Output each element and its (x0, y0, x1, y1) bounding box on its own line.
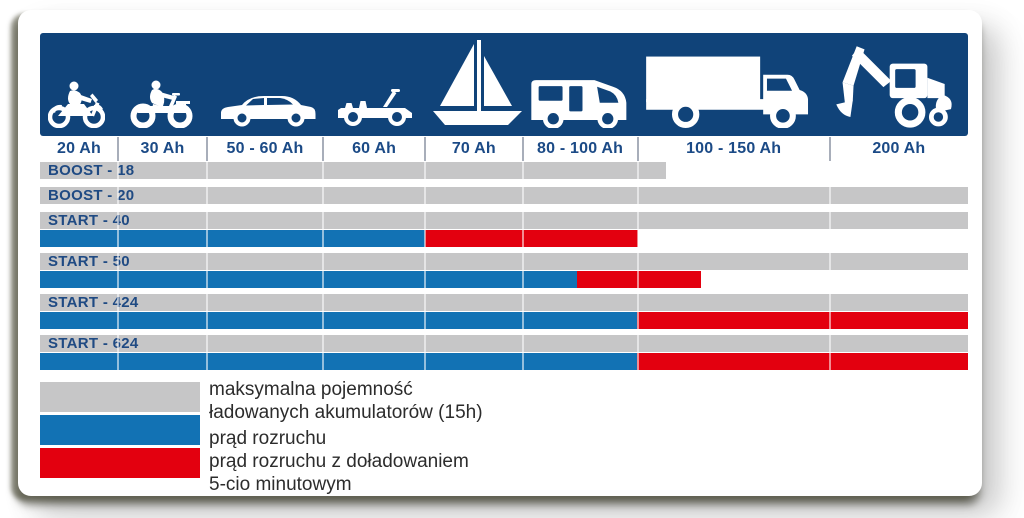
capacity-label: 200 Ah (872, 140, 926, 157)
header-separator (636, 137, 639, 161)
capacity-bar: START - 40 (40, 212, 968, 229)
column-separator (322, 162, 325, 371)
capacity-label: 100 - 150 Ah (686, 140, 782, 157)
legend-line: prąd rozruchu (209, 428, 327, 449)
legend-text-start-current: prąd rozruchu (209, 427, 326, 450)
jeep-icon (335, 85, 415, 128)
capacity-label: 80 - 100 Ah (537, 140, 624, 157)
model-label: START - 50 (48, 253, 130, 270)
model-label: START - 40 (48, 212, 130, 229)
start-current-bar (40, 271, 578, 288)
capacity-header-cell: 80 - 100 Ah (523, 136, 638, 162)
capacity-label: 50 - 60 Ah (226, 140, 304, 157)
camper-van-icon (528, 68, 631, 128)
legend-text-boost-current: prąd rozruchu z doładowaniem 5-cio minuto… (209, 450, 469, 496)
column-separator (206, 162, 209, 371)
header-separator (206, 137, 209, 161)
column-separator (636, 162, 639, 371)
sedan-car-icon (218, 89, 318, 128)
capacity-header-cell: 100 - 150 Ah (638, 136, 830, 162)
capacity-label: 70 Ah (451, 140, 496, 157)
capacity-header-cell: 200 Ah (830, 136, 968, 162)
boost-current-bar (425, 230, 638, 247)
legend-line: 5-cio minutowym (209, 474, 352, 495)
model-label: BOOST - 20 (48, 187, 135, 204)
start-current-bar (40, 230, 426, 247)
column-separator (116, 162, 119, 371)
legend-line: ładowanych akumulatorów (15h) (209, 402, 483, 423)
model-label: START - 424 (48, 294, 139, 311)
model-label: BOOST - 18 (48, 162, 135, 179)
boost-current-bar (577, 271, 701, 288)
capacity-bar: START - 624 (40, 335, 968, 352)
capacity-bar: START - 424 (40, 294, 968, 311)
legend-swatch-boost-current (40, 448, 200, 478)
capacity-label: 60 Ah (352, 140, 397, 157)
backhoe-loader-icon (833, 40, 955, 128)
box-truck-icon (643, 52, 818, 128)
header-separator (116, 137, 119, 161)
bar-rows: BOOST - 18 BOOST - 20 START - 40 START - 50… (40, 162, 968, 371)
start-current-bar (40, 353, 637, 370)
column-separator (424, 162, 427, 371)
legend-swatch-start-current (40, 415, 200, 445)
capacity-header-cell: 20 Ah (40, 136, 118, 162)
start-current-bar (40, 312, 637, 329)
capacity-bar: BOOST - 18 (40, 162, 667, 179)
header-separator (828, 137, 831, 161)
capacity-header-cell: 30 Ah (118, 136, 207, 162)
header-separator (424, 137, 427, 161)
capacity-header-cell: 70 Ah (425, 136, 522, 162)
capacity-label: 20 Ah (56, 140, 101, 157)
legend-text-capacity: maksymalna pojemność ładowanych akumulato… (209, 378, 483, 424)
capacity-header-cell: 50 - 60 Ah (207, 136, 323, 162)
legend-line: prąd rozruchu z doładowaniem (209, 451, 469, 472)
capacity-bar: START - 50 (40, 253, 968, 270)
atv-quad-icon (130, 80, 195, 128)
model-label: START - 624 (48, 335, 139, 352)
column-separator (828, 162, 831, 371)
sailboat-icon (430, 38, 525, 128)
boost-current-bar (636, 353, 968, 370)
capacity-header: 20 Ah 30 Ah 50 - 60 Ah 60 Ah 70 Ah 80 - 100 A… (40, 136, 968, 162)
header-separator (322, 137, 325, 161)
capacity-bar: BOOST - 20 (40, 187, 968, 204)
legend-line: maksymalna pojemność (209, 379, 413, 400)
column-separator (521, 162, 524, 371)
header-separator (521, 137, 524, 161)
boost-current-bar (636, 312, 968, 329)
legend-swatch-capacity (40, 382, 200, 412)
motorcycle-icon (48, 80, 105, 128)
vehicle-banner (40, 33, 968, 136)
capacity-label: 30 Ah (140, 140, 185, 157)
capacity-header-cell: 60 Ah (323, 136, 425, 162)
